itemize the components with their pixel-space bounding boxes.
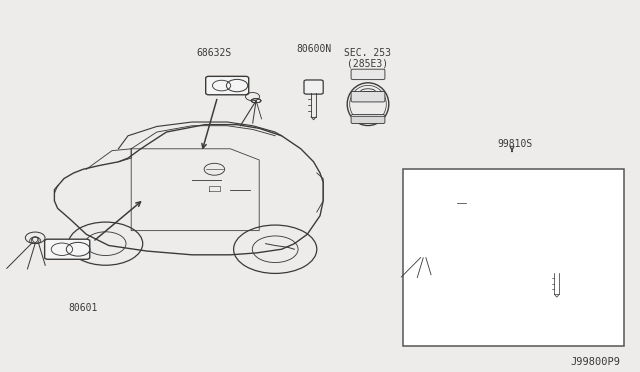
FancyBboxPatch shape [304, 80, 323, 94]
FancyBboxPatch shape [430, 254, 466, 270]
Text: (285E3): (285E3) [348, 58, 388, 68]
FancyBboxPatch shape [45, 239, 90, 259]
FancyBboxPatch shape [205, 76, 249, 95]
Text: J99800P9: J99800P9 [571, 357, 621, 367]
FancyBboxPatch shape [447, 193, 494, 213]
FancyBboxPatch shape [351, 115, 385, 124]
FancyBboxPatch shape [548, 261, 566, 274]
Text: 80601: 80601 [68, 303, 98, 313]
Text: 99810S: 99810S [497, 139, 533, 149]
FancyBboxPatch shape [351, 69, 385, 80]
Bar [403, 169, 624, 346]
FancyBboxPatch shape [351, 92, 385, 102]
Text: SEC. 253: SEC. 253 [344, 48, 392, 58]
Text: 80600N: 80600N [296, 44, 332, 54]
Text: 68632S: 68632S [196, 48, 232, 58]
